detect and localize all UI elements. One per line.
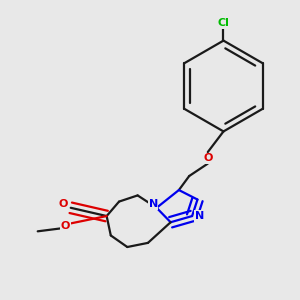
Text: O: O (61, 221, 70, 231)
Text: Cl: Cl (218, 18, 230, 28)
Text: N: N (149, 200, 158, 209)
Text: O: O (203, 153, 212, 163)
Text: O: O (58, 199, 68, 209)
Text: N: N (195, 211, 204, 221)
